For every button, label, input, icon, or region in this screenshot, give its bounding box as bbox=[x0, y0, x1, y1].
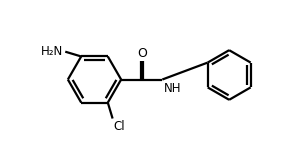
Text: Cl: Cl bbox=[114, 120, 126, 133]
Text: NH: NH bbox=[164, 82, 181, 95]
Text: O: O bbox=[137, 47, 147, 60]
Text: H₂N: H₂N bbox=[41, 45, 64, 58]
